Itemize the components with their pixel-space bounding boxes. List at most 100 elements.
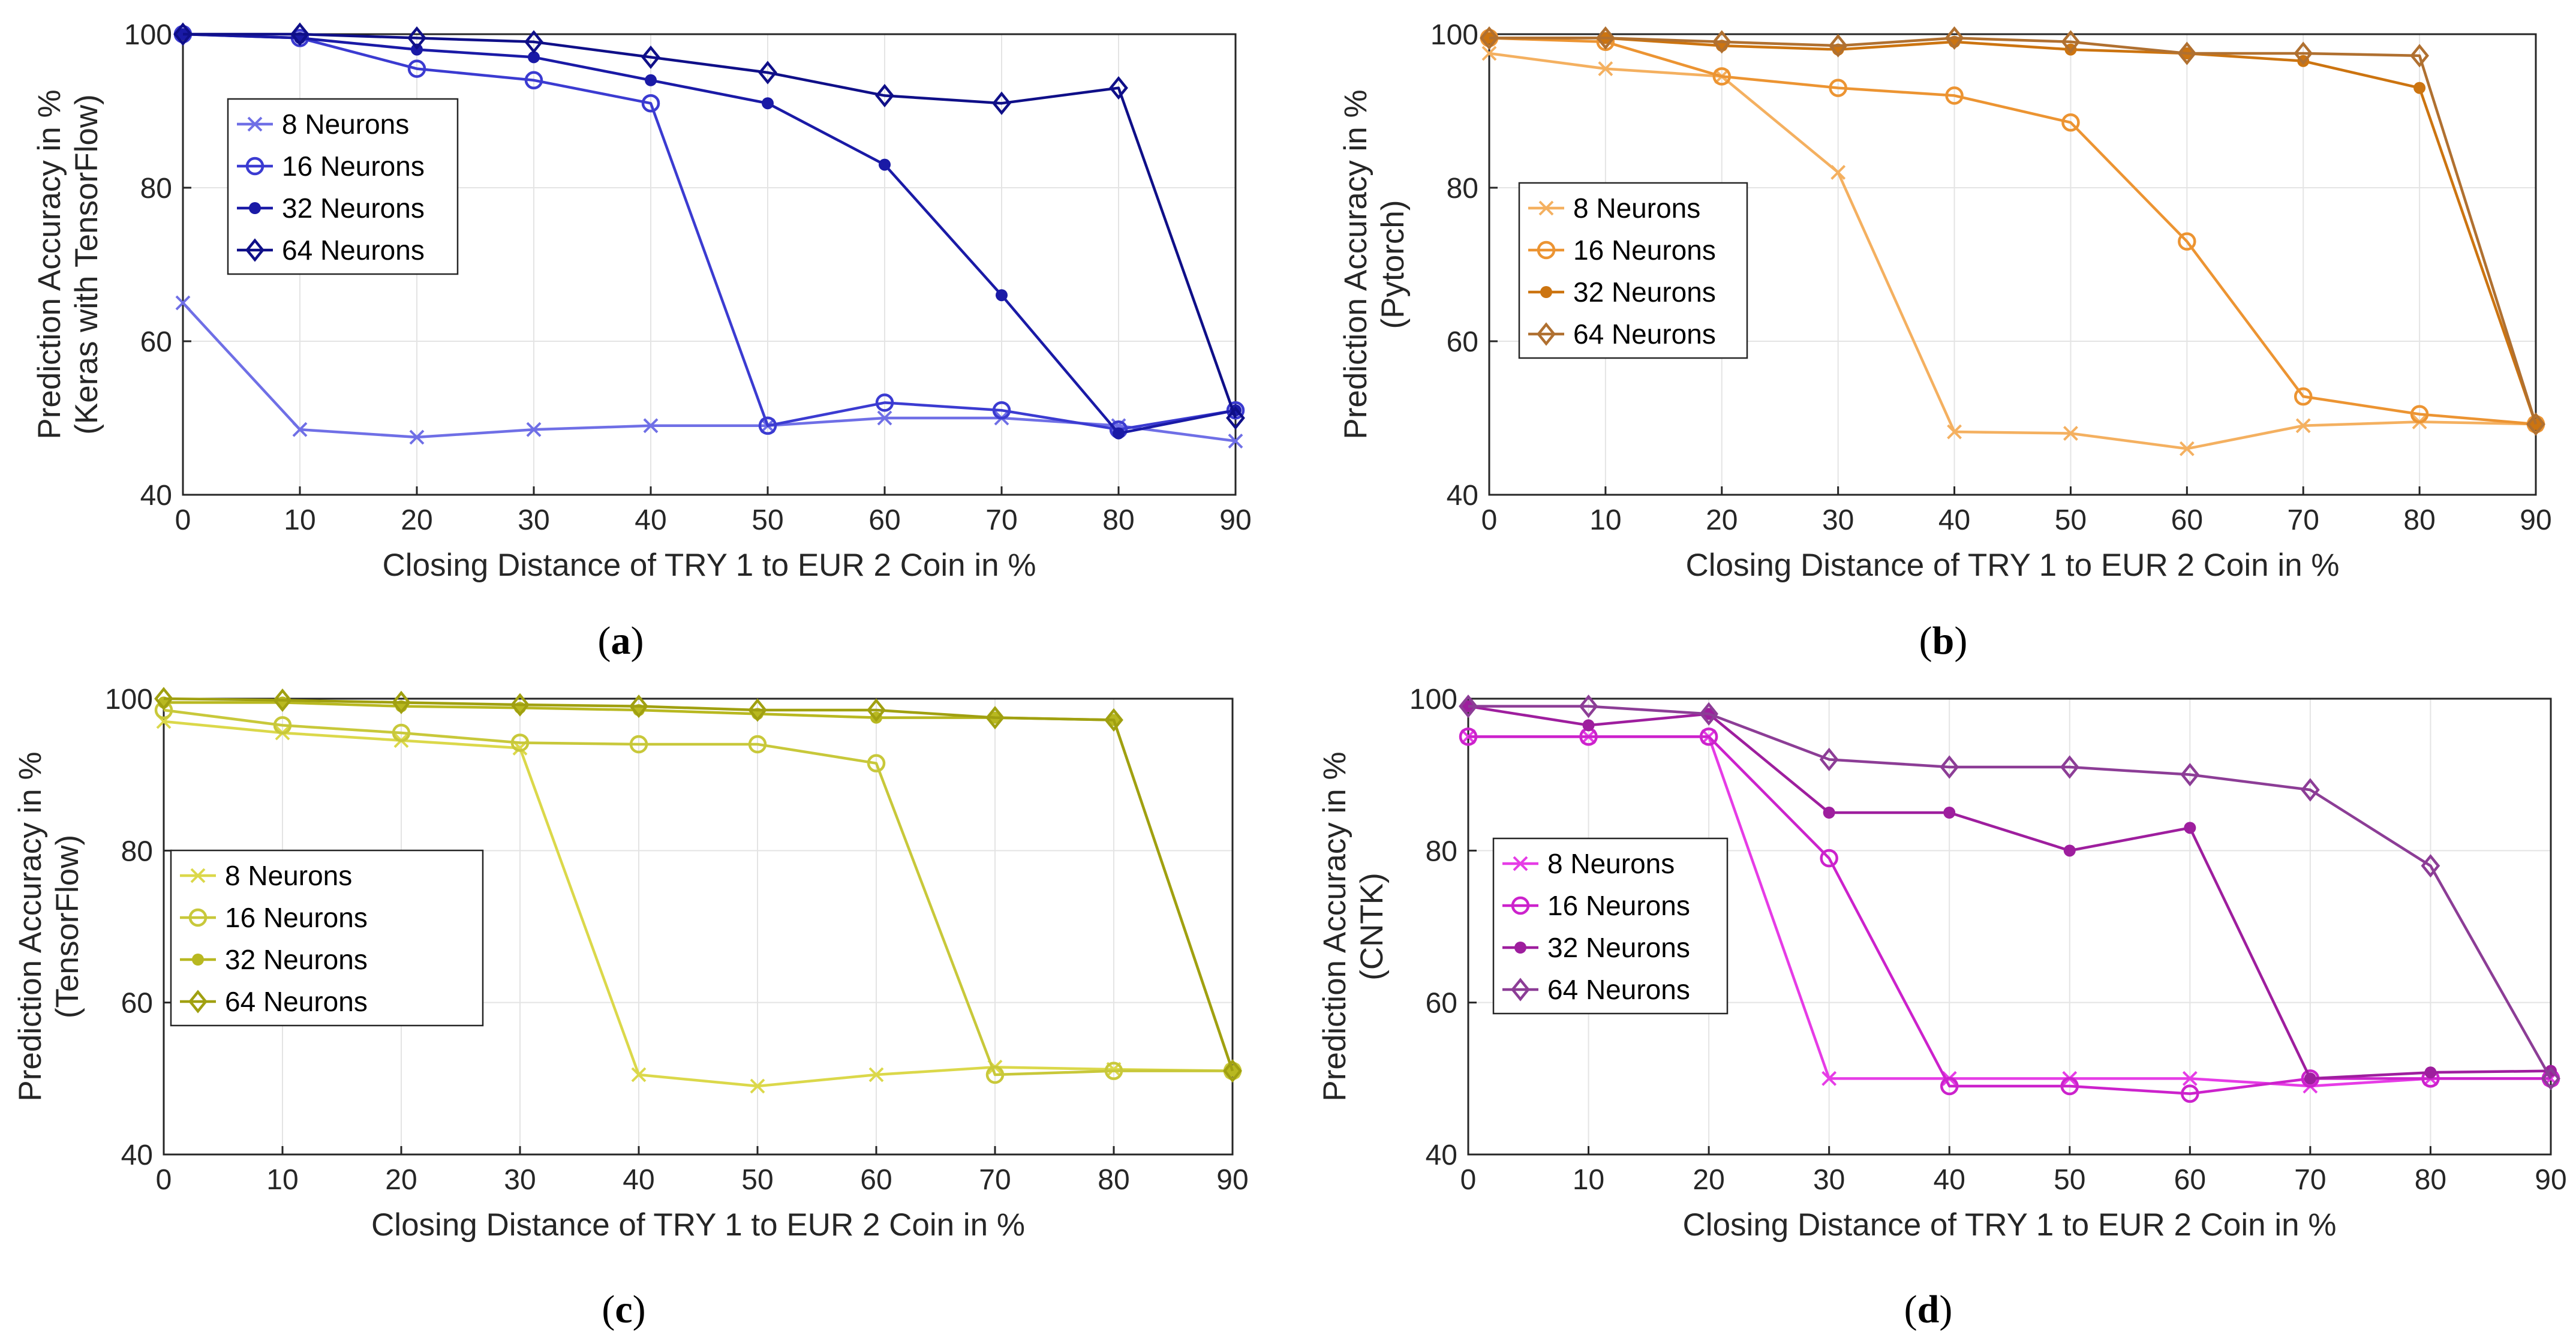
data-point xyxy=(1104,708,1123,732)
series-line xyxy=(183,32,1237,419)
data-point xyxy=(2410,405,2429,423)
x-tick-label: 60 xyxy=(860,1164,892,1196)
data-point xyxy=(526,422,542,437)
data-point xyxy=(1598,61,1613,77)
series-line xyxy=(163,697,1234,1072)
x-tick-label: 20 xyxy=(385,1164,417,1196)
data-point xyxy=(629,735,648,754)
legend-box xyxy=(1518,182,1748,359)
x-tick-label: 40 xyxy=(623,1164,654,1196)
data-point xyxy=(1595,26,1615,50)
data-point xyxy=(1943,807,1956,819)
legend-entry: 16 Neurons xyxy=(180,902,368,933)
data-point xyxy=(1459,727,1478,746)
data-point xyxy=(273,688,292,712)
x-tick-label: 0 xyxy=(156,1164,172,1196)
series-line xyxy=(182,32,1236,435)
data-point xyxy=(1228,433,1243,449)
data-point xyxy=(2294,41,2313,65)
y-tick-label: 80 xyxy=(1447,173,1478,205)
data-point xyxy=(2180,763,2200,787)
data-point xyxy=(1821,1071,1837,1086)
x-tick-label: 50 xyxy=(2055,504,2087,536)
x-tick-label: 30 xyxy=(504,1164,536,1196)
data-point xyxy=(992,401,1011,420)
legend-label: 16 Neurons xyxy=(282,151,425,182)
data-point xyxy=(2060,1077,2079,1096)
data-point xyxy=(2413,82,2426,94)
legend-swatch-marker xyxy=(1538,200,1554,216)
data-point xyxy=(2181,1084,2199,1103)
data-point xyxy=(750,1078,765,1094)
y-axis-label: Prediction Accuracy in % xyxy=(1338,89,1373,439)
legend-entry: 64 Neurons xyxy=(237,234,425,266)
x-tick-label: 30 xyxy=(518,504,549,536)
data-point xyxy=(292,422,308,437)
legend-swatch-marker xyxy=(1537,322,1556,346)
panel-d-cntk: 0 10 20 30 40 50 60 70 80 90 40 60 80 100 Closing Dist… xyxy=(1317,684,2567,1243)
x-tick-label: 80 xyxy=(1102,504,1134,536)
y-tick-label: 60 xyxy=(140,326,172,358)
x-axis-label: Closing Distance of TRY 1 to EUR 2 Coin … xyxy=(371,1207,1025,1243)
data-point xyxy=(985,1065,1005,1084)
axes-box xyxy=(1467,697,2552,1156)
y-axis-label: Prediction Accuracy in % xyxy=(32,89,67,439)
data-point xyxy=(409,429,425,445)
legend-entry: 8 Neurons xyxy=(180,860,352,891)
x-tick-label: 60 xyxy=(868,504,900,536)
axes-box xyxy=(182,33,1237,496)
data-point xyxy=(748,698,767,722)
series-line xyxy=(182,32,1236,431)
series-64-neurons xyxy=(1480,26,2545,436)
legend-entry: 8 Neurons xyxy=(237,109,409,140)
legend-label: 64 Neurons xyxy=(225,986,368,1017)
data-point xyxy=(510,733,530,752)
data-point xyxy=(1947,424,1962,440)
x-axis-label: Closing Distance of TRY 1 to EUR 2 Coin … xyxy=(1683,1207,2337,1243)
legend-box xyxy=(227,98,459,275)
legend-swatch-marker xyxy=(188,990,208,1014)
x-tick-label: 80 xyxy=(2415,1164,2446,1196)
legend-swatch-marker xyxy=(192,954,204,966)
series-64-neurons xyxy=(154,687,1242,1083)
legend-entry: 16 Neurons xyxy=(1502,890,1690,921)
panel-b-pytorch: 0 10 20 30 40 50 60 70 80 90 40 60 80 100 Closing Dist… xyxy=(1338,19,2552,583)
legend-label: 32 Neurons xyxy=(1573,276,1716,308)
data-point xyxy=(175,295,191,311)
data-point xyxy=(2063,844,2076,857)
legend-swatch-marker xyxy=(247,116,263,132)
legend-swatch-marker xyxy=(1540,286,1552,298)
data-point xyxy=(875,83,894,107)
data-point xyxy=(1820,849,1838,868)
legend-swatch-marker xyxy=(245,238,264,262)
legend-label: 16 Neurons xyxy=(225,902,368,933)
data-point xyxy=(2410,44,2430,68)
data-point xyxy=(879,158,891,171)
data-point xyxy=(2178,232,2196,251)
legend-swatch-marker xyxy=(1514,942,1526,954)
series-line xyxy=(1468,735,2551,1095)
x-tick-label: 20 xyxy=(401,504,432,536)
data-point xyxy=(1104,1062,1123,1080)
x-tick-label: 10 xyxy=(284,504,315,536)
y-tick-label: 60 xyxy=(1426,988,1457,1020)
data-point xyxy=(2061,30,2081,54)
x-tick-label: 10 xyxy=(1573,1164,1604,1196)
data-point xyxy=(1830,164,1846,180)
panel-a-keras-tensorflow: 0 10 20 30 40 50 60 70 80 90 40 60 80 100 Closing Dist… xyxy=(32,19,1252,583)
y-tick-label: 40 xyxy=(1426,1139,1457,1171)
series-64-neurons xyxy=(1459,694,2560,1090)
series-line xyxy=(182,302,1236,443)
y-tick-label: 40 xyxy=(140,480,172,512)
data-point xyxy=(2300,778,2320,802)
x-tick-label: 90 xyxy=(1219,504,1251,536)
data-point xyxy=(2295,418,2311,434)
data-point xyxy=(875,393,894,412)
data-point xyxy=(1699,702,1719,726)
legend-entry: 32 Neurons xyxy=(1528,276,1716,308)
x-axis-label: Closing Distance of TRY 1 to EUR 2 Coin … xyxy=(1686,548,2340,583)
x-tick-label: 20 xyxy=(1706,504,1738,536)
x-tick-label: 60 xyxy=(2171,504,2203,536)
data-point xyxy=(2184,822,2196,834)
y-tick-label: 80 xyxy=(1426,835,1457,867)
